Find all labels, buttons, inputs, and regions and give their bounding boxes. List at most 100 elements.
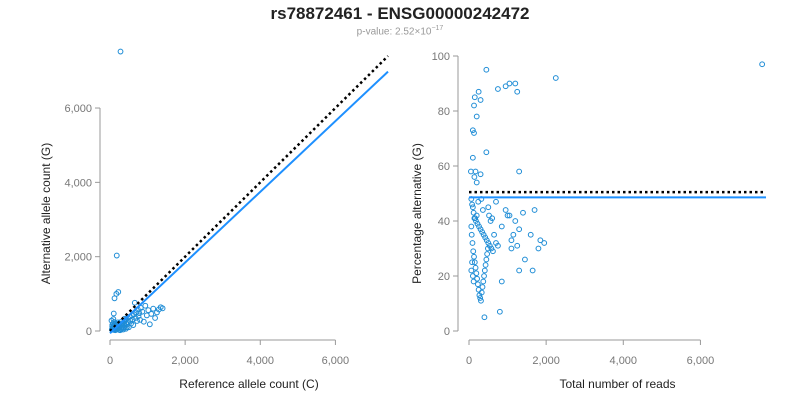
data-point [468,231,475,238]
data-point [117,48,124,55]
data-point [469,154,476,161]
y-axis-label: Alternative allele count (G) [39,143,53,284]
data-point [148,311,155,317]
data-point [123,320,130,327]
data-point [469,201,475,208]
data-point [498,223,505,230]
data-point [495,242,501,249]
data-point [482,262,489,268]
pvalue-text: p-value: 2.52×10 [356,26,432,38]
y-tick-label: 60 [438,161,450,173]
x-tick-label: 0 [107,355,113,367]
data-point [471,253,477,260]
data-point [483,256,490,263]
data-point [139,308,146,315]
data-point [469,273,476,279]
data-point [474,275,481,282]
data-point [475,198,482,205]
y-tick-label: 40 [438,216,450,228]
pvalue-exponent: −17 [431,25,444,32]
data-point [527,231,534,238]
data-point [473,179,480,186]
data-point [512,218,519,224]
data-point [498,278,505,285]
data-point [516,267,523,274]
data-point [483,66,490,73]
left-scatter-panel: 0 2,000 4,000 6,000 0 2,000 4,000 6,000 Referenc… [39,48,389,391]
data-point [483,149,490,156]
data-point [473,270,480,277]
data-point [152,315,158,321]
data-point [531,207,538,213]
data-point [471,174,478,180]
data-point [516,226,523,233]
data-point [130,322,137,328]
y-tick-label: 20 [438,271,450,283]
data-point [472,168,479,175]
x-tick-label: 0 [466,355,472,367]
data-point [479,284,486,290]
data-point [115,289,122,295]
y-axis-label: Percentage alternative (G) [410,143,424,284]
data-point [508,237,515,244]
fit-line [109,70,389,334]
data-point [487,218,494,224]
data-point [484,251,491,257]
x-tick-label: 2,000 [532,355,560,367]
data-point [469,127,476,134]
data-point [474,281,481,288]
y-tick-label: 0 [86,326,92,338]
data-point [541,240,548,246]
data-point [510,231,517,238]
y-tick-label: 2,000 [64,252,92,264]
data-point [468,267,475,274]
data-point [502,83,509,90]
data-point [470,278,477,285]
data-point [516,168,523,175]
data-point [159,305,166,312]
chart-title: rs78872461 - ENSG00000242472 [270,4,530,23]
data-point [481,273,487,279]
data-point [473,113,480,120]
data-point [514,242,521,249]
data-point [529,267,536,274]
y-tick-label: 80 [438,106,450,118]
data-point [470,209,477,216]
data-point [478,297,484,304]
data-point [469,259,475,266]
data-point [124,324,130,331]
x-tick-label: 4,000 [247,355,275,367]
y-tick-label: 4,000 [64,177,92,189]
y-tick-label: 100 [432,51,450,63]
data-point [514,88,521,95]
data-point [481,314,488,321]
data-point [136,310,143,317]
data-point [480,278,487,285]
data-point [113,252,120,259]
x-axis-label: Reference allele count (C) [179,377,318,391]
data-point [506,80,513,87]
data-point [478,289,485,296]
data-point [508,245,515,252]
data-point [470,248,477,255]
data-points [468,61,766,321]
reference-line [109,55,389,332]
data-point [481,267,488,274]
data-point [486,212,492,219]
data-point [468,168,474,175]
data-point [477,171,484,178]
data-point [473,212,480,219]
data-point [759,61,766,68]
data-point [146,321,153,328]
x-tick-label: 2,000 [171,355,199,367]
y-tick-label: 6,000 [64,103,92,115]
x-tick-label: 6,000 [687,355,715,367]
data-point [535,245,542,252]
data-point [110,316,117,323]
data-point [471,130,477,136]
chart-subtitle-pvalue: p-value: 2.52×10−17 [0,25,800,37]
data-point [469,240,476,246]
x-tick-label: 4,000 [610,355,638,367]
data-point [135,313,142,320]
right-scatter-panel: 0 20 40 60 80 100 0 2,000 4,000 6,000 Total number… [410,51,766,391]
